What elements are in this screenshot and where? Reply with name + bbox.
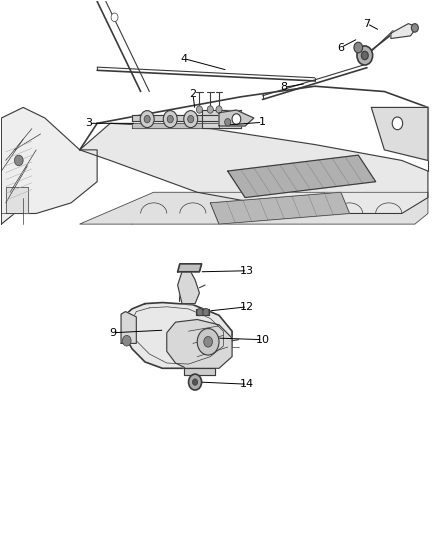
Circle shape <box>192 379 198 385</box>
Circle shape <box>144 115 150 123</box>
Text: 10: 10 <box>255 335 269 345</box>
Circle shape <box>361 51 368 60</box>
Polygon shape <box>184 368 215 375</box>
Text: 6: 6 <box>337 43 344 53</box>
Polygon shape <box>1 108 97 224</box>
Polygon shape <box>121 312 136 343</box>
Polygon shape <box>132 123 219 127</box>
Text: 7: 7 <box>364 19 371 29</box>
Text: 1: 1 <box>259 117 266 127</box>
Circle shape <box>196 106 202 114</box>
Polygon shape <box>201 110 241 127</box>
Polygon shape <box>219 110 254 126</box>
Text: 2: 2 <box>189 89 197 99</box>
Circle shape <box>188 374 201 390</box>
Circle shape <box>392 117 403 130</box>
Text: 3: 3 <box>85 118 92 128</box>
Circle shape <box>197 309 203 316</box>
Circle shape <box>197 328 219 355</box>
Circle shape <box>184 111 198 127</box>
Text: 8: 8 <box>281 82 288 92</box>
Circle shape <box>354 42 363 53</box>
Text: 4: 4 <box>180 54 188 63</box>
Text: 12: 12 <box>240 302 254 312</box>
Polygon shape <box>167 319 232 368</box>
Circle shape <box>203 309 209 316</box>
Polygon shape <box>178 264 201 272</box>
Polygon shape <box>210 192 350 224</box>
Circle shape <box>207 106 213 114</box>
Circle shape <box>357 46 373 65</box>
Circle shape <box>14 155 23 166</box>
Text: 13: 13 <box>240 266 254 276</box>
Polygon shape <box>6 187 28 214</box>
Polygon shape <box>178 272 199 304</box>
Polygon shape <box>228 155 376 198</box>
Circle shape <box>204 336 212 347</box>
Polygon shape <box>80 192 428 224</box>
Polygon shape <box>80 123 428 214</box>
Text: 9: 9 <box>109 328 116 338</box>
Text: 14: 14 <box>240 379 254 389</box>
Polygon shape <box>371 108 428 160</box>
Circle shape <box>225 118 231 126</box>
Polygon shape <box>123 303 232 368</box>
Circle shape <box>167 115 173 123</box>
Polygon shape <box>196 309 209 316</box>
Circle shape <box>411 23 418 32</box>
Circle shape <box>216 106 222 114</box>
Polygon shape <box>132 115 228 121</box>
Circle shape <box>163 111 177 127</box>
Polygon shape <box>391 23 417 38</box>
Circle shape <box>232 114 241 124</box>
Circle shape <box>122 335 131 346</box>
Circle shape <box>140 111 154 127</box>
Circle shape <box>187 115 194 123</box>
Circle shape <box>111 13 118 21</box>
